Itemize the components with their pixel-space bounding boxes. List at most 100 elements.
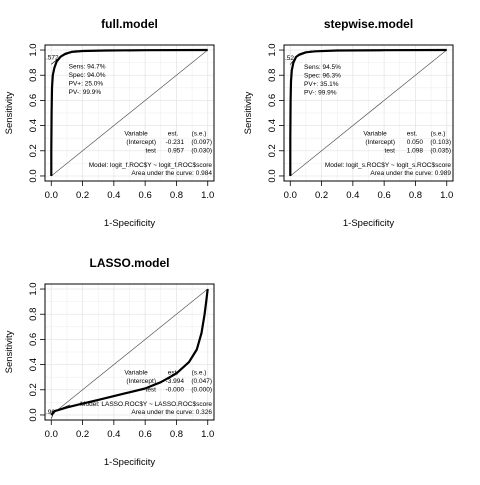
y-tick-label: 0.4 xyxy=(267,119,278,132)
roc-panel: 0.0 0.2 0.4 0.6 0.8 1.0 0.0 0.2 0.4 0.6 0.8 1.0 step… xyxy=(243,17,454,229)
y-tick-label: 0.0 xyxy=(267,169,278,182)
stats-line: PV+: 35.1% xyxy=(304,81,339,88)
x-tick-label: 0.4 xyxy=(346,190,359,201)
x-tick-label: 0.6 xyxy=(378,190,391,201)
coef-table-cell: (Intercept) xyxy=(126,378,156,385)
cutoff-pointer-line xyxy=(290,56,297,65)
x-tick-label: 0.0 xyxy=(284,190,297,201)
coef-table-cell: (0.097) xyxy=(191,139,212,146)
coef-table-header: Variable xyxy=(124,370,148,377)
coef-table-header: (s.e.) xyxy=(192,131,207,138)
stats-line: Spec: 94.0% xyxy=(69,72,106,79)
plot-frame xyxy=(283,44,454,182)
model-formula: Model: LASSO.ROC$Y ~ LASSO.ROC$score xyxy=(80,401,212,408)
x-axis-label: 1-Specificity xyxy=(104,457,155,468)
plot-frame xyxy=(44,283,215,421)
x-tick-label: 0.8 xyxy=(170,429,183,440)
coef-table-header: Variable xyxy=(124,131,148,138)
cutoff-pointer-line xyxy=(60,50,77,57)
y-tick-label: 0.6 xyxy=(28,333,39,346)
diagonal-reference-line xyxy=(51,49,208,177)
coef-table-cell: 0.957 xyxy=(168,148,185,155)
stats-line: PV-: 99.9% xyxy=(304,89,337,96)
coef-table-cell: (0.103) xyxy=(430,139,451,146)
x-tick-label: 0.8 xyxy=(170,190,183,201)
coef-table-header: est. xyxy=(168,131,179,138)
coef-table-cell: (0.000) xyxy=(191,387,212,394)
roc-curve-line xyxy=(50,288,209,416)
roc-panel: 0.0 0.2 0.4 0.6 0.8 1.0 0.0 0.2 0.4 0.6 0.8 1.0 full… xyxy=(4,17,215,229)
coef-table-cell: (0.047) xyxy=(191,378,212,385)
coef-table-cell: test xyxy=(146,148,157,155)
y-axis-label: Sensitivity xyxy=(4,91,15,134)
auc-text: Area under the curve: 0.326 xyxy=(131,409,212,416)
coef-table-cell: 0.050 xyxy=(407,139,424,146)
cutoff-pointer-line xyxy=(51,56,61,65)
y-tick-label: 0.0 xyxy=(28,408,39,421)
y-tick-label: 0.4 xyxy=(28,119,39,132)
x-tick-label: 0.8 xyxy=(409,190,422,201)
x-axis-label: 1-Specificity xyxy=(104,218,155,229)
x-axis-label: 1-Specificity xyxy=(343,218,394,229)
coef-table-cell: -0.000 xyxy=(166,387,185,394)
y-tick-label: 0.8 xyxy=(28,69,39,82)
coef-table-cell: (0.035) xyxy=(430,148,451,155)
cutoff-pointer-line xyxy=(54,404,71,412)
chart-title: full.model xyxy=(101,17,158,31)
plot-frame xyxy=(44,44,215,182)
roc-panel: 0.0 0.2 0.4 0.6 0.8 1.0 0.0 0.2 0.4 0.6 0.8 1.0 LASS… xyxy=(4,256,215,468)
x-tick-label: 0.2 xyxy=(76,190,89,201)
x-tick-label: 0.6 xyxy=(139,190,152,201)
coef-table-cell: -0.231 xyxy=(166,139,185,146)
coef-table-cell: (Intercept) xyxy=(126,139,156,146)
stats-line: Sens: 94.7% xyxy=(69,64,106,71)
y-tick-label: 0.4 xyxy=(28,358,39,371)
x-tick-label: 0.6 xyxy=(139,429,152,440)
cutoff-label: .96 xyxy=(46,409,55,416)
chart-title: LASSO.model xyxy=(89,256,169,270)
y-tick-label: 1.0 xyxy=(267,43,278,56)
y-tick-label: 0.6 xyxy=(28,94,39,107)
y-axis-label: Sensitivity xyxy=(4,330,15,373)
auc-text: Area under the curve: 0.984 xyxy=(131,170,212,177)
y-tick-label: 0.2 xyxy=(28,144,39,157)
model-formula: Model: logit_s.ROC$Y ~ logit_s.ROC$score xyxy=(325,162,452,169)
stats-line: Spec: 96.3% xyxy=(304,72,341,79)
coef-table-header: (s.e.) xyxy=(192,370,207,377)
x-tick-label: 0.0 xyxy=(45,429,58,440)
y-tick-label: 0.6 xyxy=(267,94,278,107)
coef-table-cell: -3.994 xyxy=(166,378,185,385)
chart-title: stepwise.model xyxy=(324,17,413,31)
stats-line: PV-: 99.9% xyxy=(69,89,102,96)
x-tick-label: 0.0 xyxy=(45,190,58,201)
coef-table-cell: 1.098 xyxy=(407,148,424,155)
y-tick-label: 0.0 xyxy=(28,169,39,182)
coef-table-cell: (0.030) xyxy=(191,148,212,155)
x-tick-label: 1.0 xyxy=(440,190,453,201)
x-tick-label: 0.4 xyxy=(107,190,120,201)
stats-line: Sens: 94.5% xyxy=(304,64,341,71)
diagonal-reference-line xyxy=(290,49,447,177)
coef-table-cell: test xyxy=(385,148,396,155)
x-tick-label: 0.2 xyxy=(76,429,89,440)
coef-table-header: Variable xyxy=(363,131,387,138)
y-tick-label: 1.0 xyxy=(28,282,39,295)
y-axis-label: Sensitivity xyxy=(243,91,254,134)
cutoff-pointer-line xyxy=(295,50,312,58)
cutoff-pointer-line xyxy=(50,411,55,419)
y-tick-label: 0.8 xyxy=(267,69,278,82)
auc-text: Area under the curve: 0.989 xyxy=(370,170,451,177)
x-tick-label: 1.0 xyxy=(201,190,214,201)
cutoff-label: .572 xyxy=(46,55,59,62)
x-tick-label: 0.2 xyxy=(315,190,328,201)
coef-table-cell: test xyxy=(146,387,157,394)
y-tick-label: 1.0 xyxy=(28,43,39,56)
coef-table-cell: (Intercept) xyxy=(365,139,395,146)
y-tick-label: 0.2 xyxy=(267,144,278,157)
cutoff-label: .52 xyxy=(285,55,294,62)
stats-line: PV+: 25.0% xyxy=(69,81,104,88)
diagonal-reference-line xyxy=(51,288,208,416)
coef-table-header: (s.e.) xyxy=(431,131,446,138)
